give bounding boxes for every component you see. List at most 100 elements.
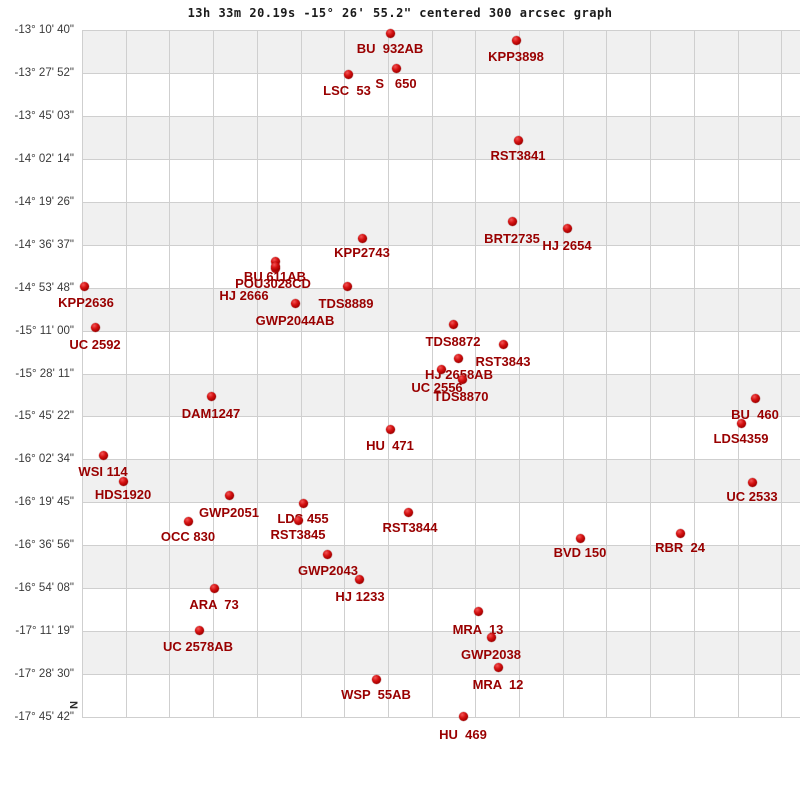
star-dot[interactable] bbox=[194, 625, 204, 635]
star-label: RST3845 bbox=[270, 527, 326, 542]
star-label: HU 469 bbox=[439, 727, 487, 742]
star-dot[interactable] bbox=[675, 528, 685, 538]
star-dot[interactable] bbox=[98, 450, 108, 460]
star-dot[interactable] bbox=[298, 498, 308, 508]
star-label: LDS4359 bbox=[713, 431, 769, 446]
y-axis: -13° 10' 40" -13° 27' 52" -13° 45' 03" -14°… bbox=[0, 0, 78, 800]
grid-stripe bbox=[82, 201, 800, 245]
chart-title: 13h 33m 20.19s -15° 26' 55.2" centered 3… bbox=[187, 6, 613, 20]
star-label: UC 2592 bbox=[69, 337, 121, 352]
y-axis-tick-label: -17° 28' 30" bbox=[14, 668, 74, 681]
star-dot[interactable] bbox=[90, 322, 100, 332]
star-dot[interactable] bbox=[448, 319, 458, 329]
grid-stripe bbox=[82, 545, 800, 589]
star-dot[interactable] bbox=[270, 261, 280, 271]
star-dot[interactable] bbox=[206, 391, 216, 401]
star-dot[interactable] bbox=[562, 223, 572, 233]
star-dot[interactable] bbox=[385, 28, 395, 38]
star-dot[interactable] bbox=[224, 490, 234, 500]
star-label: KPP2636 bbox=[58, 295, 114, 310]
y-axis-tick-label: -13° 45' 03" bbox=[14, 109, 74, 122]
star-dot[interactable] bbox=[750, 393, 760, 403]
star-dot[interactable] bbox=[493, 662, 503, 672]
y-axis-tick-label: -13° 27' 52" bbox=[14, 66, 74, 79]
y-axis-tick-label: -15° 28' 11" bbox=[15, 367, 74, 380]
star-label: GWP2043 bbox=[298, 563, 358, 578]
star-label: OCC 830 bbox=[160, 529, 216, 544]
star-label: LDS 455 bbox=[277, 511, 329, 526]
star-dot[interactable] bbox=[371, 674, 381, 684]
north-indicator: N bbox=[67, 701, 79, 709]
star-dot[interactable] bbox=[209, 583, 219, 593]
grid-vline bbox=[606, 30, 608, 717]
grid-vline bbox=[125, 30, 127, 717]
star-dot[interactable] bbox=[118, 476, 128, 486]
y-axis-tick-label: -14° 53' 48" bbox=[14, 281, 74, 294]
grid-vline bbox=[82, 30, 83, 717]
star-dot[interactable] bbox=[270, 256, 280, 266]
grid-hline bbox=[82, 244, 800, 246]
grid-vline bbox=[169, 30, 171, 717]
star-dot[interactable] bbox=[436, 364, 446, 374]
y-axis-tick-label: -16° 19' 45" bbox=[14, 496, 74, 509]
star-dot[interactable] bbox=[290, 298, 300, 308]
star-label: WSI 114 bbox=[78, 464, 128, 479]
star-label: GWP2051 bbox=[199, 505, 259, 520]
star-dot[interactable] bbox=[575, 533, 585, 543]
star-label: KPP2743 bbox=[334, 245, 390, 260]
grid-stripe bbox=[82, 631, 800, 675]
star-dot[interactable] bbox=[513, 135, 523, 145]
grid-stripe bbox=[82, 30, 800, 73]
grid-hline bbox=[82, 72, 800, 74]
grid-vline bbox=[562, 30, 564, 717]
star-label: GWP2044AB bbox=[255, 313, 335, 328]
star-dot[interactable] bbox=[342, 281, 352, 291]
grid-vline bbox=[431, 30, 433, 717]
star-dot[interactable] bbox=[354, 574, 364, 584]
y-axis-tick-label: -14° 36' 37" bbox=[14, 238, 74, 251]
star-dot[interactable] bbox=[403, 507, 413, 517]
star-label: HJ 1233 bbox=[335, 589, 385, 604]
star-label: S 650 bbox=[375, 76, 417, 91]
star-dot[interactable] bbox=[507, 216, 517, 226]
star-label: MRA 13 bbox=[452, 622, 504, 637]
grid-vline bbox=[213, 30, 215, 717]
grid-hline bbox=[82, 201, 800, 203]
star-dot[interactable] bbox=[473, 606, 483, 616]
star-dot[interactable] bbox=[79, 281, 89, 291]
star-label: LSC 53 bbox=[323, 83, 371, 98]
star-label: TDS8889 bbox=[318, 296, 374, 311]
star-dot[interactable] bbox=[343, 69, 353, 79]
star-dot[interactable] bbox=[183, 516, 193, 526]
star-label: TDS8870 bbox=[433, 389, 489, 404]
star-label: POU3028CD bbox=[235, 276, 311, 291]
grid-vline bbox=[344, 30, 346, 717]
star-label: MRA 12 bbox=[472, 677, 524, 692]
grid-hline bbox=[82, 674, 800, 676]
grid-vline bbox=[737, 30, 739, 717]
star-dot[interactable] bbox=[357, 233, 367, 243]
star-dot[interactable] bbox=[511, 35, 521, 45]
grid-vline bbox=[693, 30, 695, 717]
y-axis-tick-label: -17° 45' 42" bbox=[14, 711, 74, 723]
star-dot[interactable] bbox=[458, 711, 468, 721]
grid-hline bbox=[82, 330, 800, 332]
star-dot[interactable] bbox=[293, 515, 303, 525]
star-dot[interactable] bbox=[457, 374, 467, 384]
star-label: BU 611AB bbox=[243, 269, 307, 284]
star-dot[interactable] bbox=[453, 353, 463, 363]
star-dot[interactable] bbox=[486, 632, 496, 642]
star-dot[interactable] bbox=[391, 63, 401, 73]
star-dot[interactable] bbox=[736, 418, 746, 428]
star-dot[interactable] bbox=[747, 477, 757, 487]
grid-stripe bbox=[82, 373, 800, 417]
star-label: RBR 24 bbox=[655, 540, 705, 555]
star-dot[interactable] bbox=[498, 339, 508, 349]
star-dot[interactable] bbox=[322, 549, 332, 559]
star-label: HU 471 bbox=[366, 438, 414, 453]
star-label: HJ 2666 bbox=[219, 288, 269, 303]
star-label: GWP2038 bbox=[461, 647, 521, 662]
grid-vline bbox=[781, 30, 783, 717]
grid-vline bbox=[475, 30, 477, 717]
star-dot[interactable] bbox=[385, 424, 395, 434]
